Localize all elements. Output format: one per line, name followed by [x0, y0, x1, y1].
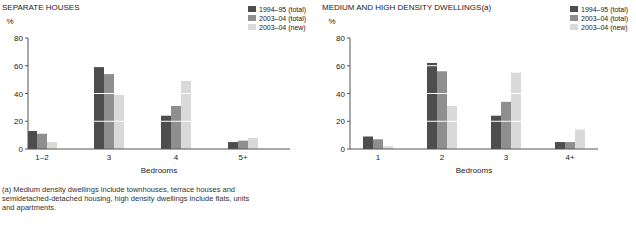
title: SEPARATE HOUSES	[2, 3, 80, 12]
grid-line	[350, 65, 598, 66]
legend-label: 1994–95 (total)	[581, 6, 628, 14]
bar	[238, 141, 248, 149]
bar	[171, 106, 181, 149]
footnote: (a) Medium density dwellings include tow…	[2, 185, 235, 194]
bar	[104, 74, 114, 149]
x-tick-label: 5+	[238, 153, 247, 162]
x-axis	[28, 149, 290, 150]
grid-line	[28, 38, 290, 39]
y-tick-label: 0	[341, 145, 346, 154]
title: MEDIUM AND HIGH DENSITY DWELLINGS(a)	[322, 3, 492, 12]
legend-label: 2003–04 (total)	[259, 15, 306, 23]
bars	[350, 38, 598, 149]
grid-line	[28, 121, 290, 122]
footnote: semidetached-detached housing, high dens…	[2, 194, 249, 203]
legend-label: 2003–04 (total)	[581, 15, 628, 23]
bar	[501, 102, 511, 149]
bar	[228, 142, 238, 149]
y-label: %	[328, 17, 335, 26]
legend-label: 1994–95 (total)	[259, 6, 306, 14]
bar	[94, 67, 104, 149]
bar	[511, 73, 521, 149]
bar	[427, 63, 437, 149]
grid-line	[350, 93, 598, 94]
grid-line	[28, 93, 290, 94]
bar	[37, 134, 47, 149]
x-tick-label: 4	[174, 153, 179, 162]
y-axis	[350, 38, 351, 149]
y-tick-label: 60	[14, 62, 23, 71]
bar	[437, 71, 447, 149]
y-tick-label: 80	[14, 34, 23, 43]
legend-swatch	[248, 24, 256, 30]
bar	[373, 139, 383, 149]
y-tick-label: 60	[336, 62, 345, 71]
panel: MEDIUM AND HIGH DENSITY DWELLINGS(a)% 0 20…	[322, 3, 628, 175]
legend-label: 2003–04 (new)	[581, 24, 628, 32]
grid-line	[28, 65, 290, 66]
bar	[555, 142, 565, 149]
grid-line	[350, 121, 598, 122]
x-axis	[350, 149, 598, 150]
legend-swatch	[248, 15, 256, 21]
legend-swatch	[248, 6, 256, 12]
bar	[565, 142, 575, 149]
x-tick-label: 4+	[565, 153, 574, 162]
x-tick-label: 2	[440, 153, 445, 162]
x-tick-label: 3	[107, 153, 112, 162]
y-tick-label: 0	[19, 145, 24, 154]
legend-label: 2003–04 (new)	[259, 24, 306, 32]
y-tick-label: 40	[14, 90, 23, 99]
bar	[248, 138, 258, 149]
chart-root: SEPARATE HOUSES%0204060801–2345+Bedrooms…	[0, 0, 636, 226]
bar	[363, 137, 373, 149]
y-tick-label: 80	[336, 34, 345, 43]
y-label: %	[6, 17, 13, 26]
bar	[181, 81, 191, 149]
bar	[575, 130, 585, 149]
y-axis	[28, 38, 29, 149]
x-label: Bedrooms	[456, 166, 492, 175]
footnote: and apartments.	[2, 203, 56, 212]
panel: SEPARATE HOUSES% 0 20 40 60 80 1–2 3 4 5+ Bedrooms…	[2, 3, 306, 175]
x-label: Bedrooms	[141, 166, 177, 175]
bar	[491, 116, 501, 149]
y-tick-label: 20	[336, 117, 345, 126]
legend-swatch	[570, 6, 578, 12]
bar	[161, 116, 171, 149]
legend-swatch	[570, 15, 578, 21]
x-tick-label: 1–2	[35, 153, 49, 162]
grid-line	[350, 38, 598, 39]
x-tick-label: 3	[504, 153, 509, 162]
y-tick-label: 20	[14, 117, 23, 126]
legend-swatch	[570, 24, 578, 30]
bars	[28, 38, 290, 149]
bar	[28, 131, 37, 149]
y-tick-label: 40	[336, 90, 345, 99]
x-tick-label: 1	[376, 153, 381, 162]
bar	[47, 142, 57, 149]
bar	[447, 106, 457, 149]
bar	[114, 95, 124, 149]
